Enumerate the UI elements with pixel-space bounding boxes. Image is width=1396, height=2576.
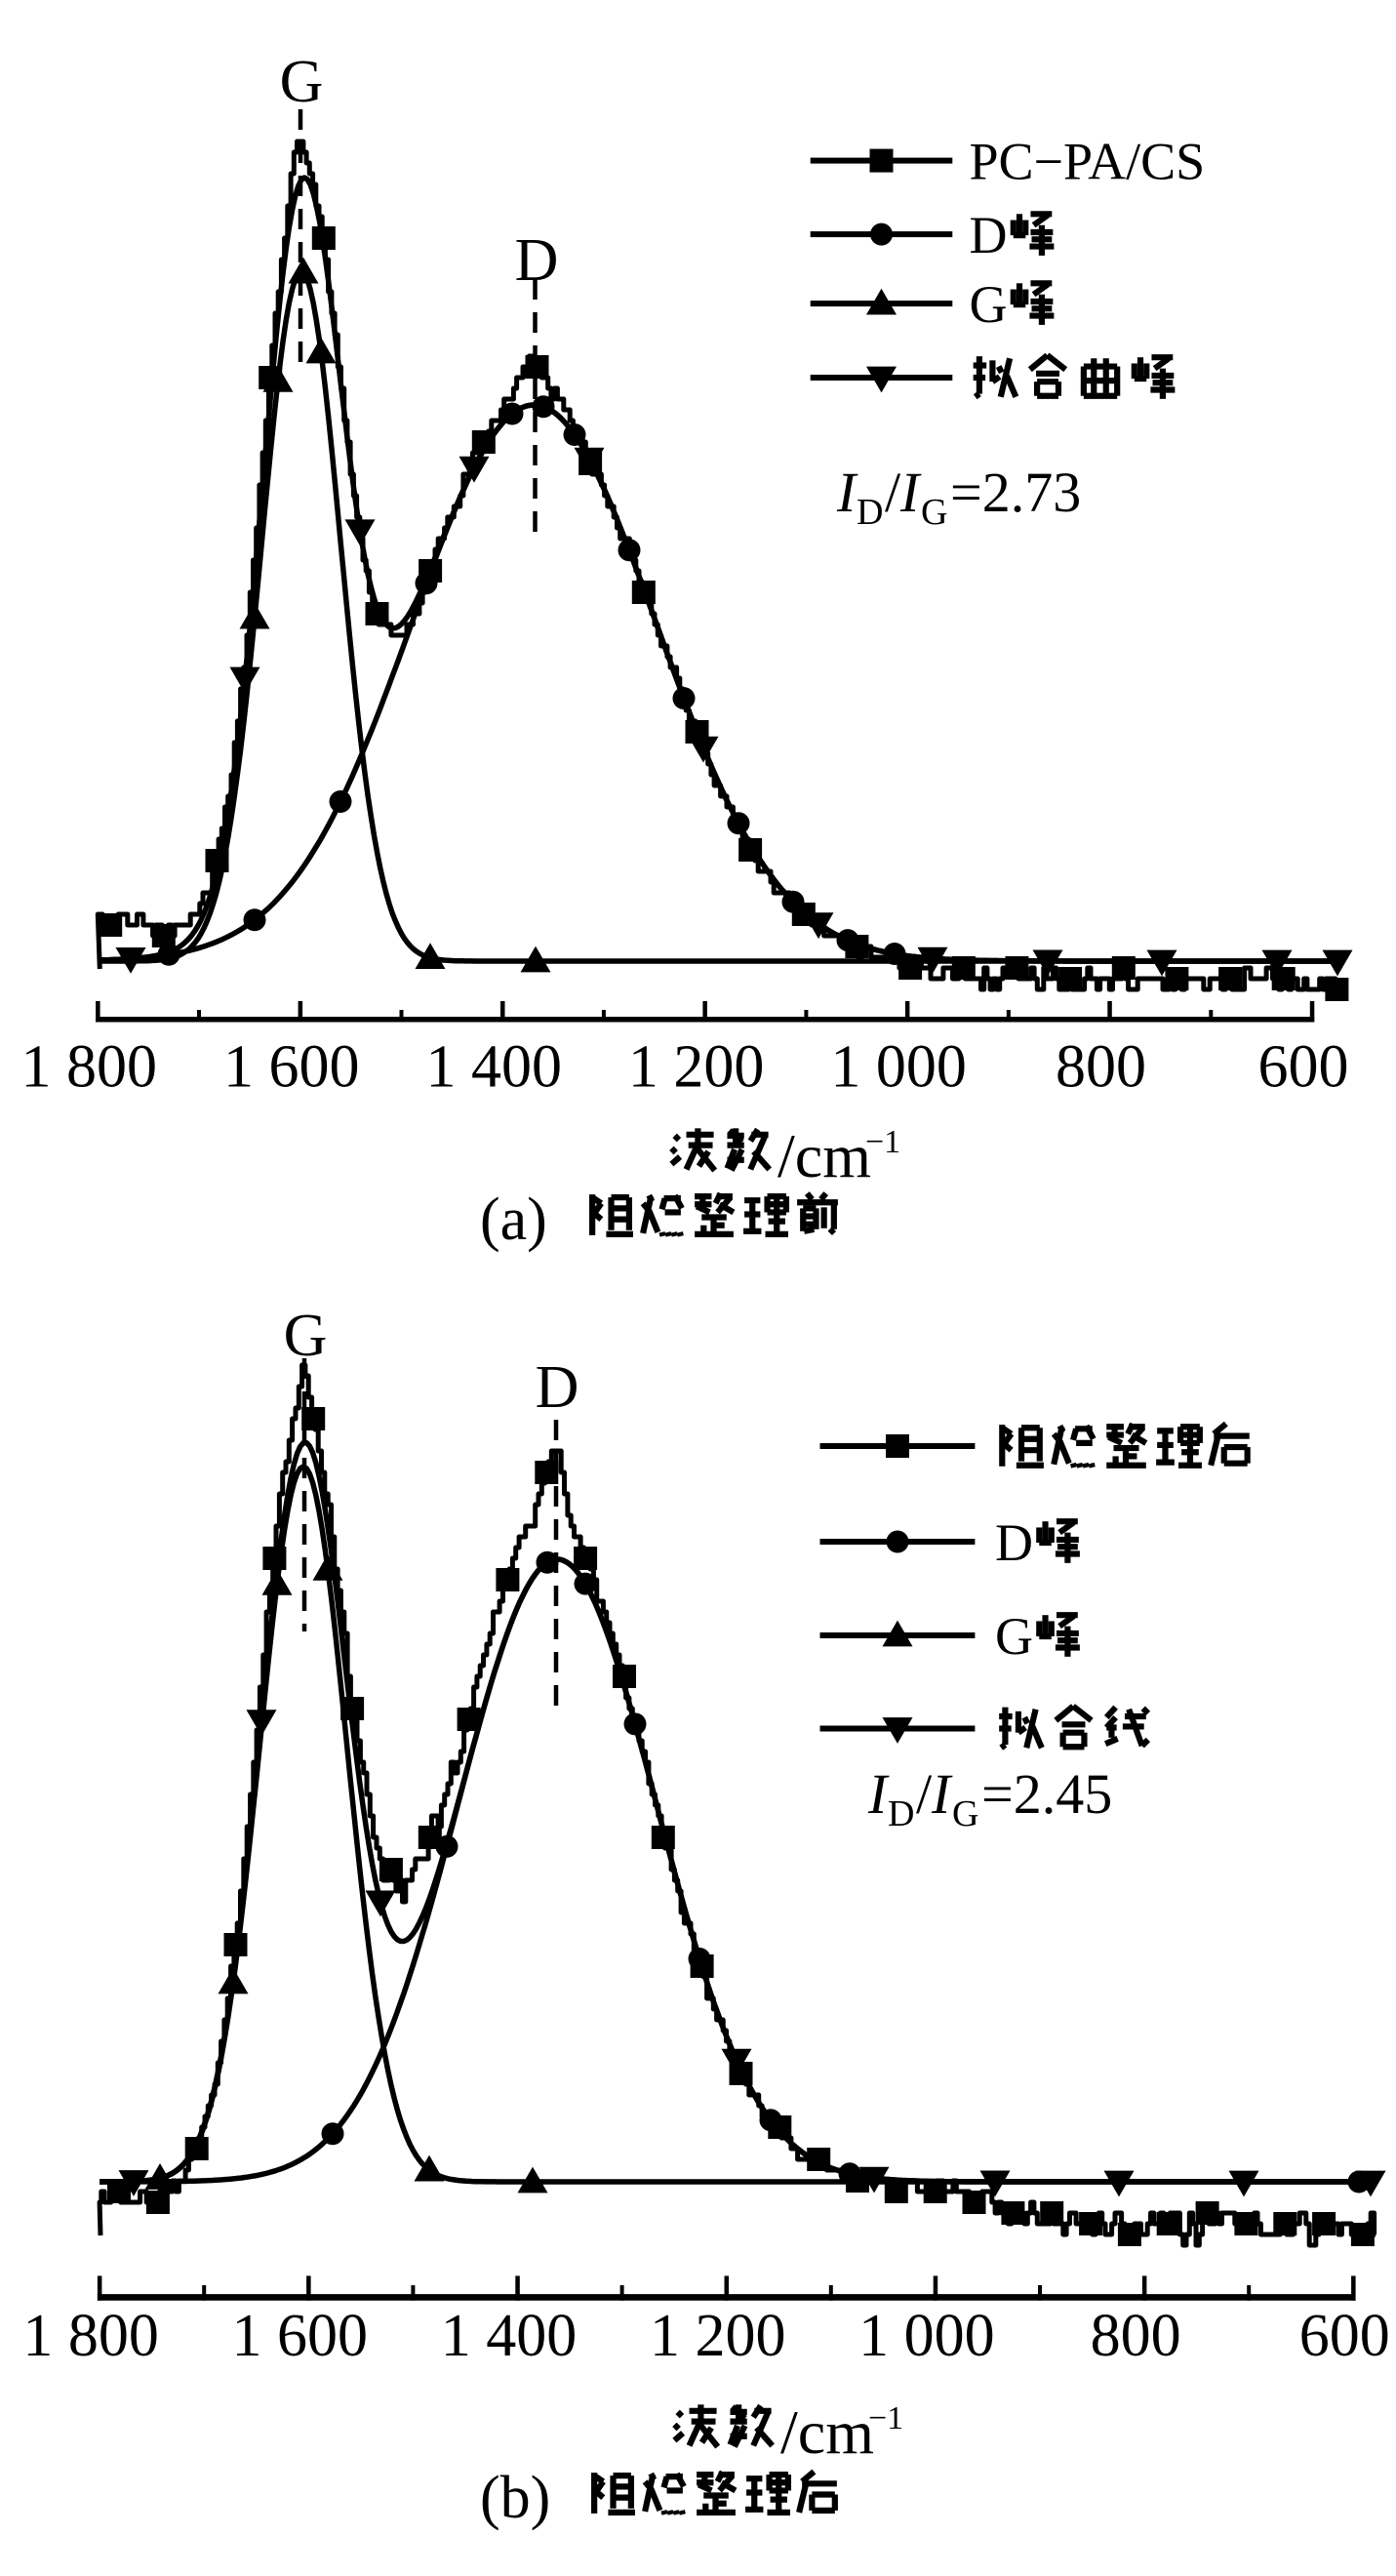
svg-text:(a): (a)	[480, 1187, 547, 1253]
svg-text:600: 600	[1258, 1034, 1349, 1101]
svg-text:I: I	[899, 461, 922, 524]
svg-text:=2.45: =2.45	[981, 1762, 1112, 1826]
svg-text:1 600: 1 600	[223, 1034, 360, 1101]
svg-text:800: 800	[1091, 2303, 1181, 2369]
svg-text:D: D	[536, 1354, 579, 1421]
svg-text:/cm: /cm	[780, 2397, 874, 2467]
svg-text:G: G	[921, 492, 947, 533]
svg-text:PC−PA/CS: PC−PA/CS	[970, 133, 1206, 191]
svg-text:I: I	[867, 1762, 890, 1826]
svg-text:1 400: 1 400	[425, 1034, 562, 1101]
svg-text:1 800: 1 800	[21, 1034, 158, 1101]
svg-text:1 200: 1 200	[650, 2303, 786, 2369]
svg-text:/: /	[885, 461, 901, 524]
svg-text:=2.73: =2.73	[950, 461, 1081, 524]
svg-text:800: 800	[1056, 1034, 1146, 1101]
svg-text:D: D	[857, 492, 883, 533]
svg-text:1 000: 1 000	[858, 2303, 995, 2369]
svg-text:1 200: 1 200	[628, 1034, 765, 1101]
svg-text:D: D	[995, 1513, 1033, 1572]
svg-text:1 800: 1 800	[22, 2303, 159, 2369]
svg-text:I: I	[931, 1762, 953, 1826]
svg-text:1 000: 1 000	[830, 1034, 967, 1101]
svg-text:/: /	[916, 1762, 933, 1826]
svg-text:G: G	[995, 1607, 1033, 1666]
svg-text:I: I	[836, 461, 858, 524]
svg-text:(b): (b)	[480, 2465, 550, 2531]
svg-text:D: D	[515, 227, 559, 294]
svg-text:D: D	[888, 1793, 914, 1834]
svg-text:G: G	[284, 1303, 328, 1369]
svg-text:G: G	[952, 1793, 978, 1834]
svg-text:D: D	[970, 206, 1008, 264]
svg-text:600: 600	[1299, 2303, 1390, 2369]
svg-text:−1: −1	[868, 2400, 903, 2436]
svg-text:/cm: /cm	[778, 1121, 871, 1190]
svg-text:−1: −1	[865, 1124, 900, 1160]
svg-text:1 600: 1 600	[232, 2303, 369, 2369]
svg-text:G: G	[280, 49, 324, 115]
svg-text:G: G	[970, 275, 1008, 334]
svg-text:1 400: 1 400	[441, 2303, 578, 2369]
